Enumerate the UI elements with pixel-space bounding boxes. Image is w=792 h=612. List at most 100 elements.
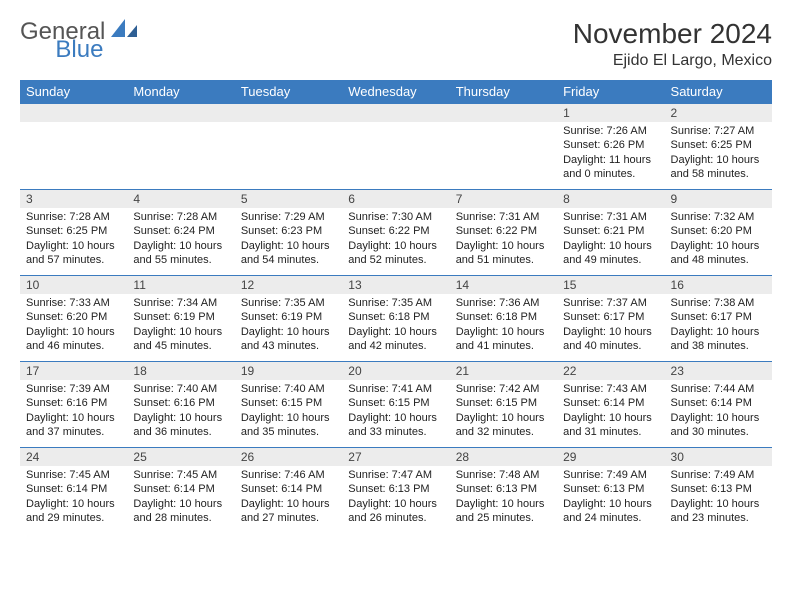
sunset-line: Sunset: 6:17 PM <box>563 310 658 324</box>
calendar-day-cell: 5 Sunrise: 7:29 AMSunset: 6:23 PMDaylight… <box>235 190 342 276</box>
day-header: Sunday <box>20 80 127 104</box>
day-body: Sunrise: 7:44 AMSunset: 6:14 PMDaylight:… <box>665 380 772 443</box>
day-body: Sunrise: 7:42 AMSunset: 6:15 PMDaylight:… <box>450 380 557 443</box>
sunrise-line: Sunrise: 7:38 AM <box>671 296 766 310</box>
sunset-line: Sunset: 6:13 PM <box>456 482 551 496</box>
calendar-day-cell: 24Sunrise: 7:45 AMSunset: 6:14 PMDayligh… <box>20 448 127 534</box>
sunrise-line: Sunrise: 7:27 AM <box>671 124 766 138</box>
sunset-line: Sunset: 6:16 PM <box>26 396 121 410</box>
calendar-day-cell: 8Sunrise: 7:31 AMSunset: 6:21 PMDaylight… <box>557 190 664 276</box>
day-body: Sunrise: 7:49 AMSunset: 6:13 PMDaylight:… <box>557 466 664 529</box>
sunrise-line: Sunrise: 7:28 AM <box>133 210 228 224</box>
calendar-day-cell: 19Sunrise: 7:40 AMSunset: 6:15 PMDayligh… <box>235 362 342 448</box>
day-body: Sunrise: 7:31 AMSunset: 6:22 PMDaylight:… <box>450 208 557 271</box>
calendar-day-cell: 17Sunrise: 7:39 AMSunset: 6:16 PMDayligh… <box>20 362 127 448</box>
daylight-line: Daylight: 10 hours and 41 minutes. <box>456 325 551 354</box>
daylight-line: Daylight: 10 hours and 43 minutes. <box>241 325 336 354</box>
day-number: 26 <box>235 448 342 466</box>
daylight-line: Daylight: 10 hours and 38 minutes. <box>671 325 766 354</box>
day-number: 13 <box>342 276 449 294</box>
day-number: 15 <box>557 276 664 294</box>
sunrise-line: Sunrise: 7:45 AM <box>26 468 121 482</box>
day-body: Sunrise: 7:28 AMSunset: 6:25 PMDaylight:… <box>20 208 127 271</box>
daylight-line: Daylight: 10 hours and 26 minutes. <box>348 497 443 526</box>
calendar-day-cell: 27Sunrise: 7:47 AMSunset: 6:13 PMDayligh… <box>342 448 449 534</box>
calendar-day-cell: 16 Sunrise: 7:38 AMSunset: 6:17 PMDayligh… <box>665 276 772 362</box>
calendar-week-row: 10Sunrise: 7:33 AMSunset: 6:20 PMDayligh… <box>20 276 772 362</box>
day-header: Wednesday <box>342 80 449 104</box>
calendar-day-cell: 26Sunrise: 7:46 AMSunset: 6:14 PMDayligh… <box>235 448 342 534</box>
daylight-line: Daylight: 10 hours and 27 minutes. <box>241 497 336 526</box>
calendar-week-row: 1Sunrise: 7:26 AMSunset: 6:26 PMDaylight… <box>20 104 772 190</box>
day-number: 16 <box>665 276 772 294</box>
calendar-week-row: 3Sunrise: 7:28 AMSunset: 6:25 PMDaylight… <box>20 190 772 276</box>
calendar-day-cell <box>450 104 557 190</box>
sunrise-line: Sunrise: 7:35 AM <box>348 296 443 310</box>
calendar-day-cell: 29Sunrise: 7:49 AMSunset: 6:13 PMDayligh… <box>557 448 664 534</box>
day-number: 6 <box>342 190 449 208</box>
sunrise-line: Sunrise: 7:37 AM <box>563 296 658 310</box>
day-number <box>127 104 234 122</box>
calendar-day-cell <box>342 104 449 190</box>
daylight-line: Daylight: 10 hours and 30 minutes. <box>671 411 766 440</box>
day-number: 5 <box>235 190 342 208</box>
day-number: 29 <box>557 448 664 466</box>
day-number: 14 <box>450 276 557 294</box>
day-body: Sunrise: 7:26 AMSunset: 6:26 PMDaylight:… <box>557 122 664 185</box>
calendar-day-cell: 18Sunrise: 7:40 AMSunset: 6:16 PMDayligh… <box>127 362 234 448</box>
sunset-line: Sunset: 6:20 PM <box>671 224 766 238</box>
daylight-line: Daylight: 10 hours and 57 minutes. <box>26 239 121 268</box>
day-body: Sunrise: 7:28 AMSunset: 6:24 PMDaylight:… <box>127 208 234 271</box>
day-number: 30 <box>665 448 772 466</box>
sunrise-line: Sunrise: 7:35 AM <box>241 296 336 310</box>
logo-sail-icon <box>111 19 137 46</box>
day-number: 28 <box>450 448 557 466</box>
daylight-line: Daylight: 10 hours and 51 minutes. <box>456 239 551 268</box>
calendar-day-cell: 4Sunrise: 7:28 AMSunset: 6:24 PMDaylight… <box>127 190 234 276</box>
sunset-line: Sunset: 6:13 PM <box>563 482 658 496</box>
day-header: Thursday <box>450 80 557 104</box>
sunset-line: Sunset: 6:23 PM <box>241 224 336 238</box>
sunset-line: Sunset: 6:13 PM <box>348 482 443 496</box>
day-body: Sunrise: 7:30 AMSunset: 6:22 PMDaylight:… <box>342 208 449 271</box>
day-body: Sunrise: 7:45 AMSunset: 6:14 PMDaylight:… <box>20 466 127 529</box>
sunrise-line: Sunrise: 7:47 AM <box>348 468 443 482</box>
sunset-line: Sunset: 6:18 PM <box>456 310 551 324</box>
daylight-line: Daylight: 10 hours and 52 minutes. <box>348 239 443 268</box>
calendar-day-cell: 2Sunrise: 7:27 AMSunset: 6:25 PMDaylight… <box>665 104 772 190</box>
daylight-line: Daylight: 10 hours and 29 minutes. <box>26 497 121 526</box>
daylight-line: Daylight: 10 hours and 58 minutes. <box>671 153 766 182</box>
sunrise-line: Sunrise: 7:33 AM <box>26 296 121 310</box>
daylight-line: Daylight: 10 hours and 55 minutes. <box>133 239 228 268</box>
sunset-line: Sunset: 6:17 PM <box>671 310 766 324</box>
calendar-header-row: SundayMondayTuesdayWednesdayThursdayFrid… <box>20 80 772 104</box>
sunset-line: Sunset: 6:15 PM <box>456 396 551 410</box>
day-number <box>235 104 342 122</box>
day-number <box>342 104 449 122</box>
sunrise-line: Sunrise: 7:40 AM <box>133 382 228 396</box>
sunrise-line: Sunrise: 7:29 AM <box>241 210 336 224</box>
sunset-line: Sunset: 6:22 PM <box>348 224 443 238</box>
sunset-line: Sunset: 6:13 PM <box>671 482 766 496</box>
day-number: 4 <box>127 190 234 208</box>
sunset-line: Sunset: 6:21 PM <box>563 224 658 238</box>
sunset-line: Sunset: 6:14 PM <box>26 482 121 496</box>
day-body: Sunrise: 7:39 AMSunset: 6:16 PMDaylight:… <box>20 380 127 443</box>
daylight-line: Daylight: 10 hours and 54 minutes. <box>241 239 336 268</box>
daylight-line: Daylight: 10 hours and 42 minutes. <box>348 325 443 354</box>
sunrise-line: Sunrise: 7:49 AM <box>671 468 766 482</box>
calendar-day-cell: 30Sunrise: 7:49 AMSunset: 6:13 PMDayligh… <box>665 448 772 534</box>
logo-text-2: Blue <box>55 36 103 64</box>
calendar-day-cell: 10Sunrise: 7:33 AMSunset: 6:20 PMDayligh… <box>20 276 127 362</box>
day-number: 10 <box>20 276 127 294</box>
sunset-line: Sunset: 6:14 PM <box>563 396 658 410</box>
sunset-line: Sunset: 6:18 PM <box>348 310 443 324</box>
day-number <box>20 104 127 122</box>
sunrise-line: Sunrise: 7:49 AM <box>563 468 658 482</box>
sunset-line: Sunset: 6:22 PM <box>456 224 551 238</box>
sunrise-line: Sunrise: 7:31 AM <box>563 210 658 224</box>
calendar-day-cell: 14Sunrise: 7:36 AMSunset: 6:18 PMDayligh… <box>450 276 557 362</box>
location: Ejido El Largo, Mexico <box>573 52 772 70</box>
day-number <box>450 104 557 122</box>
sunset-line: Sunset: 6:25 PM <box>26 224 121 238</box>
